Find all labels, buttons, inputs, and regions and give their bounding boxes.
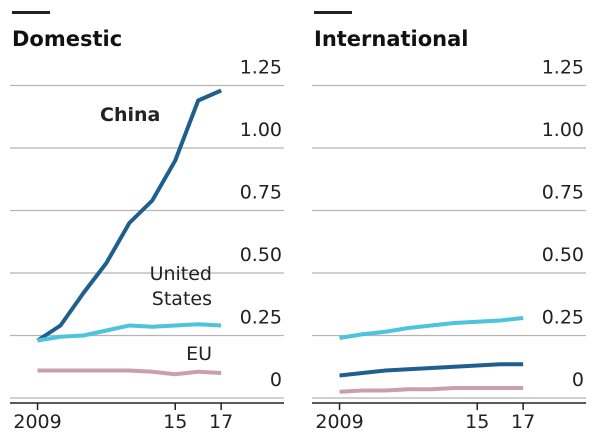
series-line (37, 322, 222, 343)
series-label: United States (149, 263, 212, 310)
y-tick-label: 1.25 (240, 57, 282, 79)
y-tick-label: 0 (572, 369, 584, 391)
x-tick-label: 17 (511, 411, 535, 433)
y-tick-label: 0.75 (542, 182, 584, 204)
title-bar (12, 11, 50, 14)
y-tick-label: 0.25 (542, 307, 584, 329)
x-tick-label: 17 (209, 411, 233, 433)
series-line (339, 386, 524, 394)
series-label: EU (186, 343, 212, 365)
x-tick-label: 2009 (315, 411, 363, 433)
y-tick-label: 0.75 (240, 182, 282, 204)
chart-title: Domestic (12, 27, 122, 51)
y-tick-label: 1.00 (542, 119, 584, 141)
y-tick-label: 1.25 (542, 57, 584, 79)
series-line (339, 362, 524, 378)
x-tick-label: 2009 (13, 411, 61, 433)
y-tick-label: 0.25 (240, 307, 282, 329)
x-tick-label: 15 (465, 411, 489, 433)
chart-title: International (314, 27, 469, 51)
y-tick-label: 1.00 (240, 119, 282, 141)
series-line (36, 88, 222, 343)
y-tick-label: 0 (270, 369, 282, 391)
series-line (339, 316, 524, 340)
series-line (37, 368, 222, 377)
y-tick-label: 0.50 (240, 244, 282, 266)
x-tick-label: 15 (163, 411, 187, 433)
title-bar (314, 11, 352, 14)
series-label: China (100, 104, 161, 126)
y-tick-label: 0.50 (542, 244, 584, 266)
